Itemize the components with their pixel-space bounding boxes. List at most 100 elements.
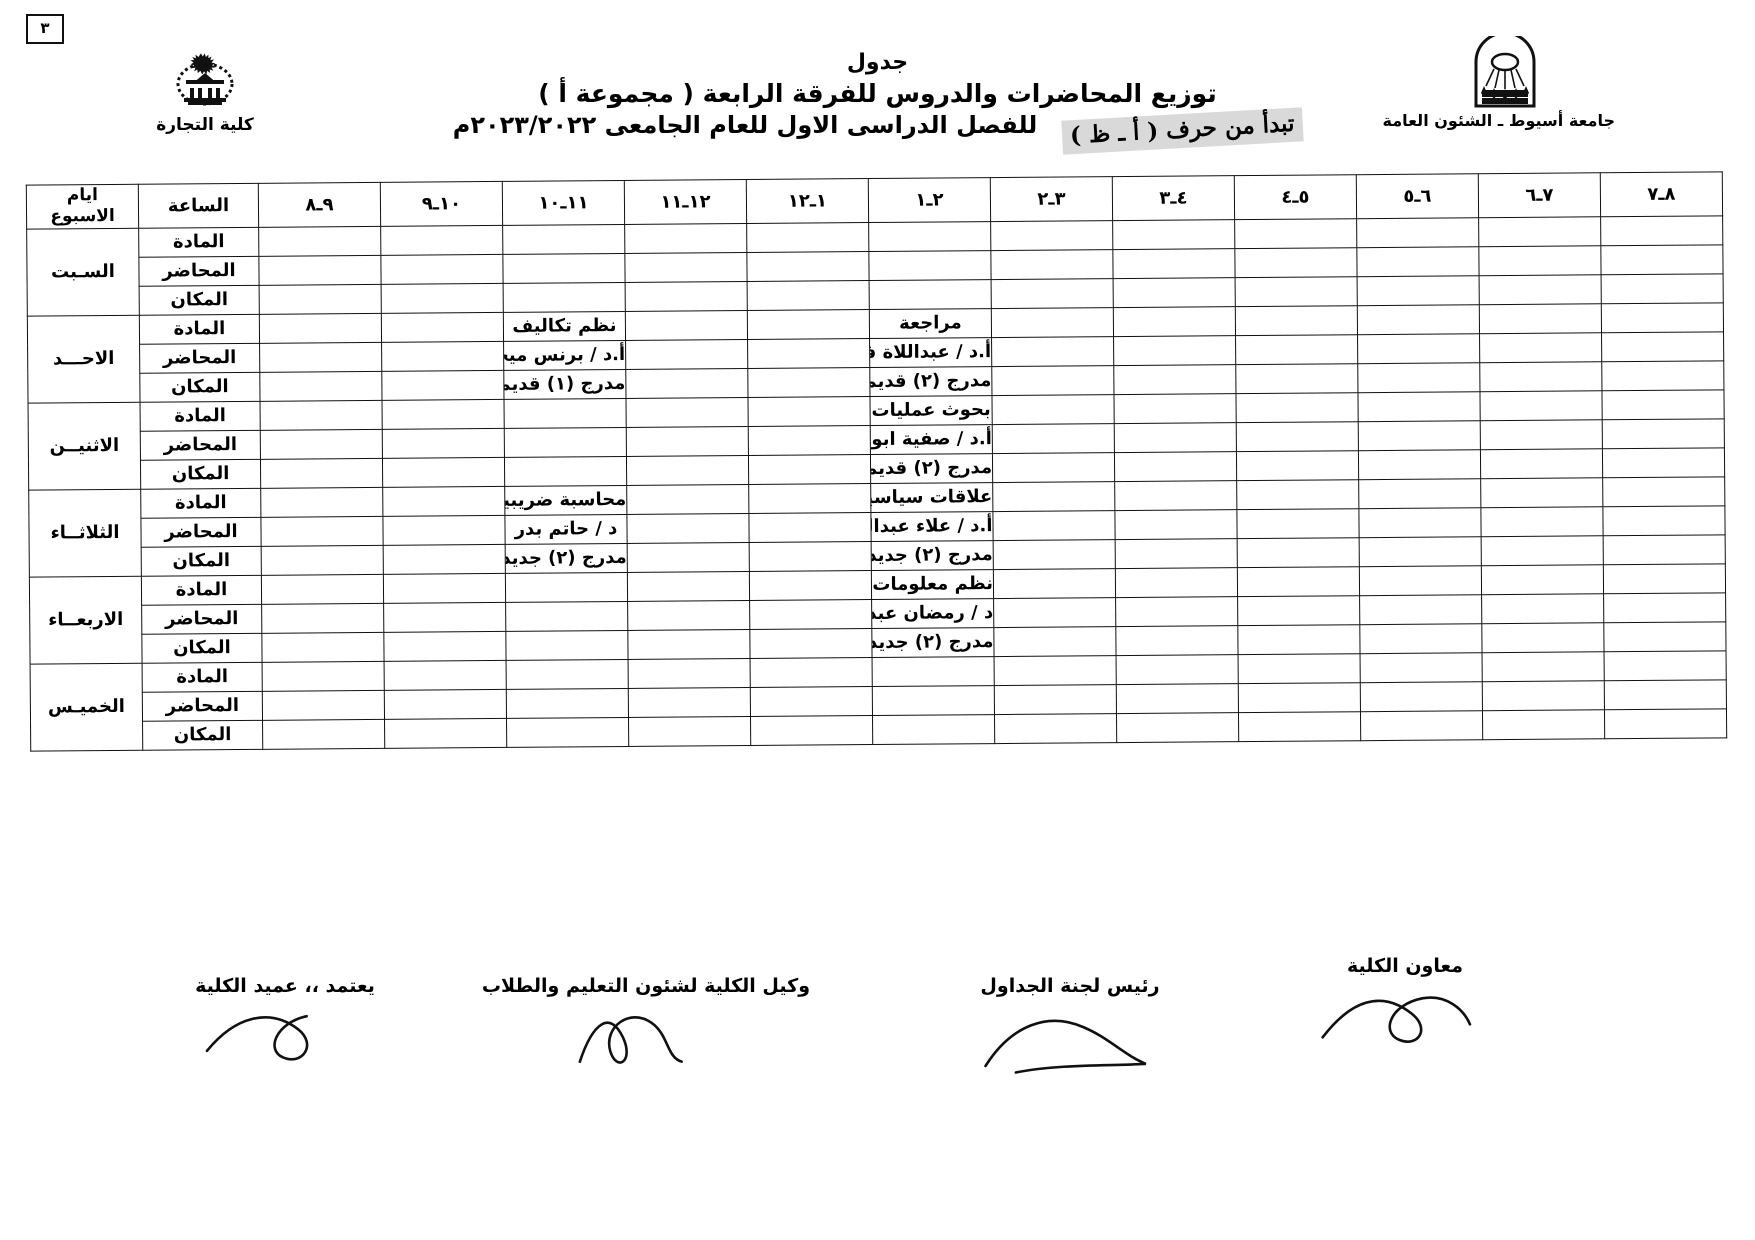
schedule-cell-filled[interactable]: نظم تكاليف <box>503 310 626 341</box>
schedule-cell-empty[interactable] <box>262 660 385 691</box>
schedule-cell-empty[interactable] <box>1481 622 1605 653</box>
schedule-cell-empty[interactable] <box>1115 625 1239 656</box>
schedule-cell-empty[interactable] <box>1600 215 1723 246</box>
schedule-cell-empty[interactable] <box>505 600 628 631</box>
schedule-cell-empty[interactable] <box>1603 592 1726 623</box>
schedule-cell-empty[interactable] <box>260 399 383 430</box>
schedule-cell-empty[interactable] <box>626 455 749 485</box>
schedule-cell-empty[interactable] <box>991 336 1114 367</box>
schedule-cell-empty[interactable] <box>503 397 627 428</box>
schedule-cell-filled[interactable]: أ.د / برنس ميخائيل غطاس <box>503 339 626 370</box>
schedule-cell-empty[interactable] <box>1113 277 1236 308</box>
schedule-cell-empty[interactable] <box>993 597 1116 628</box>
schedule-cell-empty[interactable] <box>383 601 506 632</box>
schedule-cell-empty[interactable] <box>506 658 629 689</box>
schedule-cell-empty[interactable] <box>381 282 504 313</box>
schedule-cell-filled[interactable]: مدرج (٢) قديم <box>869 366 992 397</box>
schedule-cell-empty[interactable] <box>627 600 750 630</box>
schedule-cell-empty[interactable] <box>505 571 628 602</box>
schedule-cell-empty[interactable] <box>502 252 626 283</box>
schedule-cell-empty[interactable] <box>624 252 748 282</box>
schedule-cell-empty[interactable] <box>1238 711 1361 742</box>
schedule-cell-empty[interactable] <box>260 486 383 517</box>
schedule-cell-empty[interactable] <box>1114 451 1237 482</box>
schedule-cell-empty[interactable] <box>1235 305 1358 336</box>
schedule-cell-empty[interactable] <box>747 309 870 340</box>
schedule-cell-empty[interactable] <box>1603 534 1726 565</box>
schedule-cell-empty[interactable] <box>1236 479 1359 510</box>
schedule-cell-empty[interactable] <box>1114 480 1237 511</box>
schedule-cell-empty[interactable] <box>258 254 382 285</box>
schedule-cell-empty[interactable] <box>503 281 626 312</box>
schedule-cell-empty[interactable] <box>627 629 751 659</box>
schedule-cell-filled[interactable]: أ.د / عبداللاة فراج <box>869 337 992 368</box>
schedule-cell-empty[interactable] <box>1235 334 1358 365</box>
schedule-cell-empty[interactable] <box>1359 623 1483 654</box>
schedule-cell-empty[interactable] <box>1236 450 1359 481</box>
schedule-cell-empty[interactable] <box>1238 682 1361 713</box>
schedule-cell-filled[interactable]: مدرج (٢) جديد <box>871 540 994 571</box>
schedule-cell-empty[interactable] <box>869 279 992 310</box>
schedule-cell-empty[interactable] <box>1482 680 1605 711</box>
schedule-cell-filled[interactable]: مدرج (٢) قديم <box>870 453 993 484</box>
schedule-cell-empty[interactable] <box>1602 476 1725 507</box>
schedule-cell-empty[interactable] <box>748 512 872 543</box>
schedule-cell-empty[interactable] <box>258 225 381 256</box>
schedule-cell-empty[interactable] <box>993 568 1116 599</box>
schedule-cell-filled[interactable]: د / رمضان عبدالله <box>871 598 994 629</box>
schedule-cell-empty[interactable] <box>992 452 1115 483</box>
schedule-cell-empty[interactable] <box>747 280 870 311</box>
schedule-cell-empty[interactable] <box>506 716 629 747</box>
schedule-cell-empty[interactable] <box>1114 509 1238 540</box>
schedule-cell-empty[interactable] <box>1360 681 1483 712</box>
schedule-cell-empty[interactable] <box>1116 712 1239 743</box>
schedule-cell-empty[interactable] <box>626 426 749 456</box>
schedule-cell-empty[interactable] <box>868 221 991 252</box>
schedule-cell-empty[interactable] <box>1115 538 1238 569</box>
schedule-cell-empty[interactable] <box>1479 274 1602 305</box>
schedule-cell-empty[interactable] <box>991 365 1114 396</box>
schedule-cell-empty[interactable] <box>994 713 1117 744</box>
schedule-cell-empty[interactable] <box>382 398 505 429</box>
schedule-cell-filled[interactable]: مراجعة <box>869 308 992 339</box>
schedule-cell-empty[interactable] <box>1601 331 1724 362</box>
schedule-cell-empty[interactable] <box>1113 393 1237 424</box>
schedule-cell-empty[interactable] <box>1358 478 1481 509</box>
schedule-cell-empty[interactable] <box>1602 505 1726 536</box>
schedule-cell-empty[interactable] <box>384 717 507 748</box>
schedule-cell-empty[interactable] <box>261 602 384 633</box>
schedule-cell-empty[interactable] <box>260 428 383 459</box>
schedule-cell-empty[interactable] <box>1360 710 1483 741</box>
schedule-cell-empty[interactable] <box>991 394 1115 425</box>
schedule-cell-empty[interactable] <box>1235 276 1358 307</box>
schedule-cell-empty[interactable] <box>1113 364 1236 395</box>
schedule-cell-empty[interactable] <box>750 686 873 716</box>
schedule-cell-empty[interactable] <box>1356 217 1479 248</box>
schedule-cell-empty[interactable] <box>384 659 507 690</box>
schedule-cell-empty[interactable] <box>382 514 506 545</box>
schedule-cell-empty[interactable] <box>1358 507 1482 538</box>
schedule-cell-empty[interactable] <box>994 684 1117 715</box>
schedule-cell-empty[interactable] <box>1116 683 1239 714</box>
schedule-cell-empty[interactable] <box>1356 246 1480 277</box>
schedule-cell-empty[interactable] <box>749 628 873 658</box>
schedule-cell-empty[interactable] <box>1112 219 1235 250</box>
schedule-cell-empty[interactable] <box>381 369 504 400</box>
schedule-cell-empty[interactable] <box>1360 652 1483 683</box>
schedule-cell-empty[interactable] <box>260 515 384 546</box>
schedule-cell-empty[interactable] <box>1236 508 1360 539</box>
schedule-cell-empty[interactable] <box>1116 654 1239 685</box>
schedule-cell-empty[interactable] <box>1115 596 1238 627</box>
schedule-cell-filled[interactable]: مدرج (١) قديم <box>503 368 626 399</box>
schedule-cell-empty[interactable] <box>750 657 873 687</box>
schedule-cell-empty[interactable] <box>1604 708 1727 739</box>
schedule-cell-empty[interactable] <box>1113 335 1236 366</box>
schedule-cell-empty[interactable] <box>1234 247 1358 278</box>
schedule-cell-filled[interactable]: نظم معلومات محاسبية <box>871 569 994 600</box>
schedule-cell-empty[interactable] <box>1357 333 1480 364</box>
schedule-cell-empty[interactable] <box>1359 565 1482 596</box>
schedule-cell-empty[interactable] <box>624 223 747 253</box>
schedule-cell-empty[interactable] <box>1478 245 1602 276</box>
schedule-cell-empty[interactable] <box>1236 421 1359 452</box>
schedule-cell-empty[interactable] <box>1601 389 1725 420</box>
